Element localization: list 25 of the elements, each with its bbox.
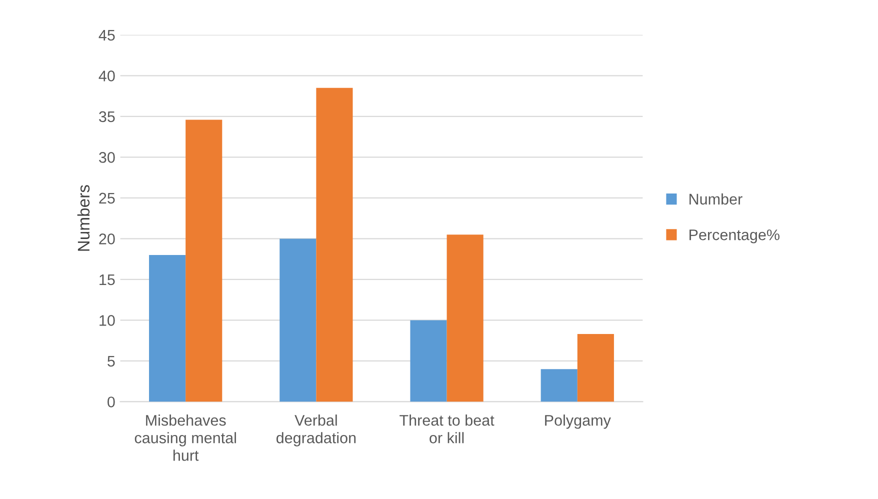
x-tick-label: Misbehaves causing mental hurt — [134, 414, 236, 461]
bar — [280, 238, 316, 402]
bar — [410, 320, 447, 402]
y-tick-label: 10 — [100, 315, 115, 326]
bar — [446, 234, 484, 402]
bar — [577, 334, 614, 402]
y-tick-label: 20 — [99, 234, 115, 244]
y-tick-label: 25 — [99, 192, 115, 204]
y-axis-title: Numbers — [77, 185, 90, 251]
x-tick-label: Verbal degradation — [276, 414, 356, 446]
legend-label: Number — [690, 193, 742, 205]
legend-label: Percentage% — [690, 229, 780, 244]
bar — [316, 88, 353, 402]
bar — [540, 369, 578, 402]
y-tick-label: 35 — [99, 111, 115, 122]
y-tick-label: 0 — [108, 396, 115, 408]
x-tick-label: Threat to beat or kill — [400, 414, 494, 444]
y-tick-label: 5 — [108, 356, 115, 367]
y-tick-label: 15 — [100, 274, 115, 286]
x-tick-label: Polygamy — [545, 414, 611, 429]
bar — [186, 120, 222, 402]
bar — [149, 254, 186, 402]
y-tick-label: 30 — [99, 152, 115, 163]
y-tick-label: 45 — [98, 30, 115, 41]
y-tick-label: 40 — [98, 70, 115, 82]
